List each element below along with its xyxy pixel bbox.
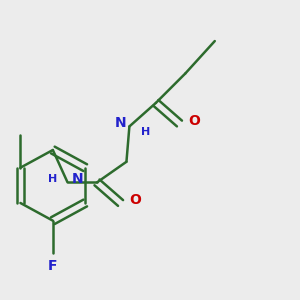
Text: N: N (72, 172, 84, 186)
Text: N: N (115, 116, 126, 130)
Text: H: H (141, 127, 150, 137)
Text: F: F (48, 259, 58, 273)
Text: H: H (48, 174, 58, 184)
Text: O: O (188, 114, 200, 128)
Text: O: O (129, 193, 141, 207)
